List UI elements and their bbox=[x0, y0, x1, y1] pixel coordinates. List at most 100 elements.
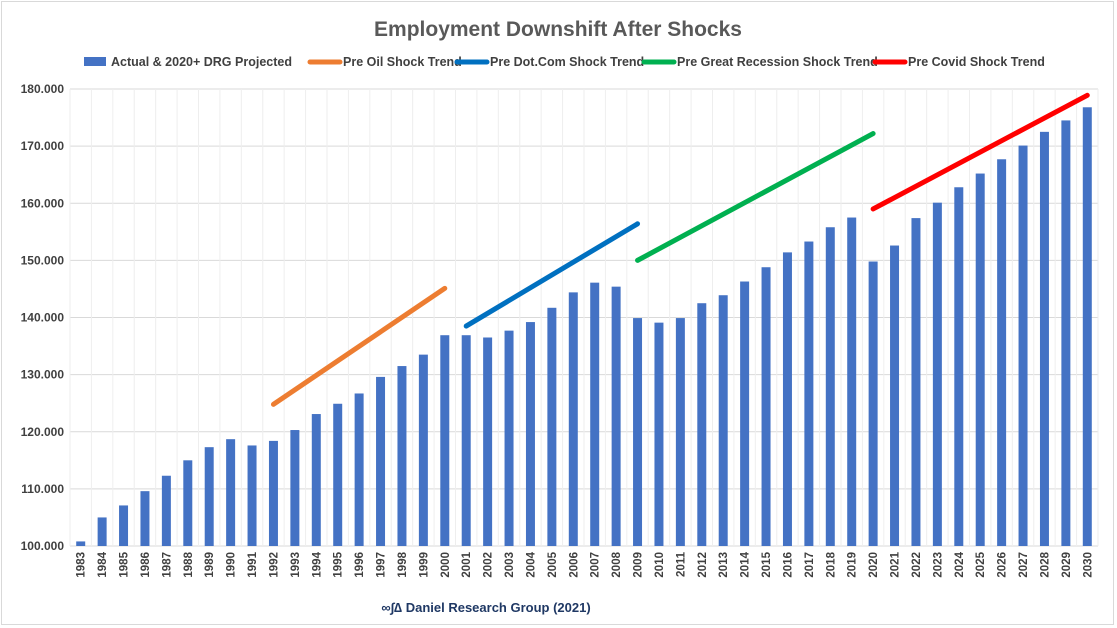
bar-2010 bbox=[654, 322, 664, 546]
y-tick-label: 180.000 bbox=[21, 82, 65, 96]
x-tick-label: 2002 bbox=[483, 552, 495, 578]
bar-2000 bbox=[440, 335, 450, 546]
bar-2012 bbox=[697, 303, 707, 546]
x-axis: 1983 1984 1985 1986 1987 1988 1989 1990 1991 1992… bbox=[76, 551, 1095, 577]
x-tick-label: 2022 bbox=[911, 552, 923, 578]
bar-1995 bbox=[333, 403, 343, 546]
bar-1984 bbox=[97, 517, 107, 546]
chart-title: Employment Downshift After Shocks bbox=[374, 18, 742, 41]
bar-2014 bbox=[740, 281, 750, 546]
bar-2021 bbox=[890, 245, 900, 546]
x-tick-label: 1995 bbox=[333, 551, 345, 577]
bar-1987 bbox=[161, 475, 171, 546]
x-tick-label: 1992 bbox=[268, 552, 280, 578]
x-tick-label: 1988 bbox=[183, 551, 195, 577]
x-tick-label: 2005 bbox=[547, 551, 559, 577]
x-tick-label: 1985 bbox=[119, 551, 131, 577]
bar-2020 bbox=[868, 261, 878, 546]
credit-text: ∞∫∆ Daniel Research Group (2021) bbox=[381, 600, 590, 615]
y-tick-label: 120.000 bbox=[21, 425, 65, 439]
bar-2017 bbox=[804, 241, 814, 546]
legend-item: Actual & 2020+ DRG Projected bbox=[84, 55, 292, 69]
bar-2018 bbox=[825, 227, 835, 546]
bar-2004 bbox=[525, 322, 535, 546]
y-tick-label: 110.000 bbox=[21, 482, 64, 496]
x-tick-label: 2028 bbox=[1039, 551, 1051, 577]
x-tick-label: 2026 bbox=[997, 552, 1009, 578]
x-tick-label: 2008 bbox=[611, 551, 623, 577]
y-tick-label: 170.000 bbox=[21, 139, 65, 153]
x-tick-label: 2016 bbox=[782, 552, 794, 578]
bar-1996 bbox=[354, 393, 364, 546]
x-tick-label: 2011 bbox=[675, 551, 687, 577]
x-tick-label: 2007 bbox=[590, 552, 602, 578]
bar-2006 bbox=[568, 292, 578, 546]
bar-1986 bbox=[140, 491, 150, 546]
bar-1999 bbox=[418, 354, 428, 546]
bar-1989 bbox=[204, 447, 214, 546]
bar-1990 bbox=[226, 439, 236, 546]
x-tick-label: 1994 bbox=[311, 551, 323, 577]
legend-item: Pre Great Recession Shock Trend bbox=[641, 55, 878, 69]
legend-label: Pre Oil Shock Trend bbox=[343, 55, 462, 69]
x-tick-label: 2027 bbox=[1018, 552, 1030, 578]
legend-item: Pre Dot.Com Shock Trend bbox=[454, 55, 644, 69]
gridlines bbox=[69, 88, 1099, 547]
bar-2026 bbox=[997, 159, 1007, 547]
x-tick-label: 1996 bbox=[354, 552, 366, 578]
bar-1991 bbox=[247, 445, 257, 546]
bar-2027 bbox=[1018, 145, 1028, 546]
trend-line-pre-covid-shock-trend bbox=[870, 92, 1090, 212]
x-tick-label: 2025 bbox=[975, 551, 987, 577]
x-tick-label: 2003 bbox=[504, 552, 516, 578]
y-tick-label: 130.000 bbox=[21, 368, 65, 382]
x-tick-label: 2000 bbox=[440, 552, 452, 578]
legend-label: Pre Covid Shock Trend bbox=[908, 55, 1045, 69]
legend-swatch bbox=[84, 57, 106, 66]
x-tick-label: 2021 bbox=[890, 551, 902, 577]
bar-2007 bbox=[590, 282, 600, 546]
bar-2013 bbox=[718, 295, 728, 546]
x-tick-label: 2030 bbox=[1082, 552, 1094, 578]
x-tick-label: 2020 bbox=[868, 552, 880, 578]
x-tick-label: 1986 bbox=[140, 552, 152, 578]
x-tick-label: 1997 bbox=[376, 552, 388, 578]
bar-1997 bbox=[376, 376, 386, 546]
x-tick-label: 2010 bbox=[654, 552, 666, 578]
x-tick-label: 1987 bbox=[161, 552, 173, 578]
y-tick-label: 160.000 bbox=[21, 196, 65, 210]
x-tick-label: 2029 bbox=[1061, 552, 1073, 578]
bar-2011 bbox=[675, 318, 685, 546]
legend-label: Pre Great Recession Shock Trend bbox=[677, 55, 878, 69]
legend-item: Pre Oil Shock Trend bbox=[307, 55, 462, 69]
bar-1992 bbox=[268, 440, 278, 546]
bar-2024 bbox=[954, 187, 964, 546]
bar-2029 bbox=[1061, 120, 1071, 546]
bar-1998 bbox=[397, 366, 407, 546]
trend-line-pre-great-recession-shock-trend bbox=[635, 131, 876, 263]
bar-2008 bbox=[611, 286, 621, 546]
x-tick-label: 1998 bbox=[397, 551, 409, 577]
bar-2001 bbox=[461, 335, 471, 546]
x-tick-label: 1984 bbox=[97, 551, 109, 577]
x-tick-label: 1999 bbox=[418, 552, 430, 578]
legend: Actual & 2020+ DRG Projected Pre Oil Shoc… bbox=[84, 55, 1045, 69]
bar-1993 bbox=[290, 430, 300, 546]
x-tick-label: 2015 bbox=[761, 551, 773, 577]
bar-2015 bbox=[761, 267, 771, 546]
x-tick-label: 2019 bbox=[847, 552, 859, 578]
x-tick-label: 1993 bbox=[290, 552, 302, 578]
x-tick-label: 2023 bbox=[932, 552, 944, 578]
trend-lines bbox=[270, 92, 1090, 407]
y-axis: 100.000 110.000 120.000 130.000 140.000 150.0… bbox=[21, 82, 65, 553]
y-tick-label: 100.000 bbox=[21, 539, 65, 553]
x-tick-label: 1989 bbox=[204, 552, 216, 578]
legend-item: Pre Covid Shock Trend bbox=[872, 55, 1045, 69]
bar-1994 bbox=[311, 414, 321, 546]
legend-label: Pre Dot.Com Shock Trend bbox=[490, 55, 644, 69]
bar-2028 bbox=[1039, 131, 1049, 546]
bar-series bbox=[76, 107, 1092, 547]
y-tick-label: 140.000 bbox=[21, 311, 65, 325]
x-tick-label: 2012 bbox=[697, 552, 709, 578]
